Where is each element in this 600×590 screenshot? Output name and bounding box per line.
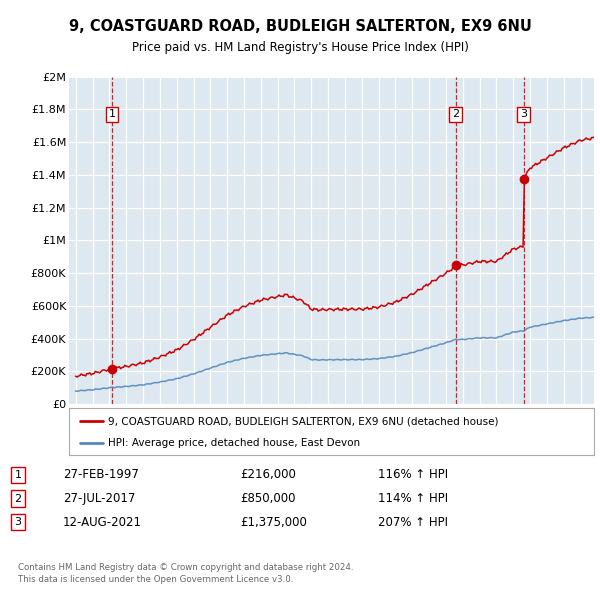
Text: 3: 3 xyxy=(14,517,22,527)
Text: 12-AUG-2021: 12-AUG-2021 xyxy=(63,516,142,529)
Text: This data is licensed under the Open Government Licence v3.0.: This data is licensed under the Open Gov… xyxy=(18,575,293,584)
Text: 3: 3 xyxy=(520,109,527,119)
Text: £850,000: £850,000 xyxy=(240,492,296,505)
Text: 27-FEB-1997: 27-FEB-1997 xyxy=(63,468,139,481)
Text: £216,000: £216,000 xyxy=(240,468,296,481)
Text: 27-JUL-2017: 27-JUL-2017 xyxy=(63,492,136,505)
Text: £1,375,000: £1,375,000 xyxy=(240,516,307,529)
Text: 116% ↑ HPI: 116% ↑ HPI xyxy=(378,468,448,481)
Text: 1: 1 xyxy=(14,470,22,480)
Text: 114% ↑ HPI: 114% ↑ HPI xyxy=(378,492,448,505)
Text: 207% ↑ HPI: 207% ↑ HPI xyxy=(378,516,448,529)
Text: 9, COASTGUARD ROAD, BUDLEIGH SALTERTON, EX9 6NU (detached house): 9, COASTGUARD ROAD, BUDLEIGH SALTERTON, … xyxy=(109,416,499,426)
Text: Price paid vs. HM Land Registry's House Price Index (HPI): Price paid vs. HM Land Registry's House … xyxy=(131,41,469,54)
Text: Contains HM Land Registry data © Crown copyright and database right 2024.: Contains HM Land Registry data © Crown c… xyxy=(18,563,353,572)
Text: 2: 2 xyxy=(14,494,22,503)
Text: HPI: Average price, detached house, East Devon: HPI: Average price, detached house, East… xyxy=(109,438,361,448)
Text: 1: 1 xyxy=(109,109,116,119)
Text: 9, COASTGUARD ROAD, BUDLEIGH SALTERTON, EX9 6NU: 9, COASTGUARD ROAD, BUDLEIGH SALTERTON, … xyxy=(68,19,532,34)
Text: 2: 2 xyxy=(452,109,459,119)
